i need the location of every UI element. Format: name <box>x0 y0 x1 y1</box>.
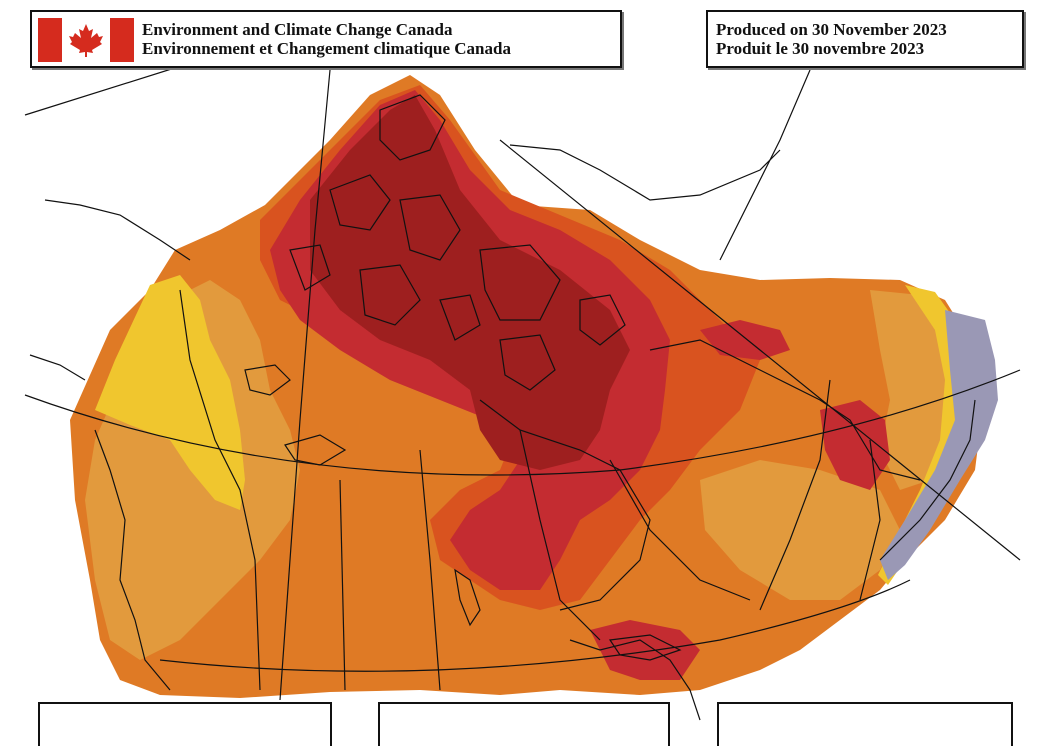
legend-panel-right <box>717 702 1013 746</box>
meridian-line-2 <box>719 69 811 261</box>
province-border-5 <box>609 459 751 601</box>
meridian-line-4 <box>24 59 201 116</box>
coastline-west <box>94 429 171 691</box>
agency-title-box: Environment and Climate Change Canada En… <box>30 10 622 68</box>
province-border-6 <box>759 379 831 611</box>
island-4 <box>479 244 561 321</box>
province-border-7 <box>859 439 881 601</box>
meridian-line-3 <box>499 139 1021 561</box>
island-7 <box>579 294 626 346</box>
field-red-ontario <box>590 620 700 680</box>
canada-flag-icon <box>38 18 134 62</box>
agency-name-french: Environnement et Changement climatique C… <box>142 39 511 58</box>
coastline-greatlakes <box>569 639 701 721</box>
island-2 <box>329 174 391 231</box>
island-1 <box>379 94 446 161</box>
lake-superior <box>608 634 682 661</box>
island-5 <box>359 264 421 326</box>
field-red-hudson-e <box>700 320 790 360</box>
province-border-1 <box>179 289 261 691</box>
island-6 <box>289 244 331 291</box>
legend-panel-center <box>378 702 670 746</box>
meridian-line-1 <box>279 69 331 701</box>
field-light-orange-coast <box>870 290 955 490</box>
boundary-lines <box>24 59 1021 721</box>
island-3 <box>399 194 461 261</box>
field-grey-purple <box>880 310 998 580</box>
produced-date-french: Produit le 30 novembre 2023 <box>716 39 925 58</box>
latitude-line-60 <box>24 369 1021 476</box>
coastline-labrador <box>879 399 976 561</box>
field-darkest-red <box>310 95 630 470</box>
flag-bar-right <box>110 18 134 62</box>
latitude-line-49 <box>159 579 911 672</box>
production-date-box: Produced on 30 November 2023 Produit le … <box>706 10 1024 68</box>
lake-winnipeg <box>454 568 481 627</box>
legend-panel-left <box>38 702 332 746</box>
field-light-orange-east <box>700 460 900 600</box>
lake-great-slave <box>284 434 347 466</box>
field-yellow-yukon <box>95 275 245 510</box>
province-border-4 <box>519 429 601 641</box>
maple-leaf-icon <box>69 24 103 57</box>
province-border-3 <box>419 449 441 691</box>
flag-bar-left <box>38 18 62 62</box>
island-8 <box>499 334 556 391</box>
agency-name-english: Environment and Climate Change Canada <box>142 20 453 39</box>
coastline-ungava <box>649 339 921 481</box>
coastline-hudson <box>479 399 651 611</box>
coastline-greenland <box>509 144 781 201</box>
lake-great-bear <box>244 364 291 396</box>
coastline-arctic-2 <box>29 354 86 381</box>
field-red-quebec <box>820 400 890 490</box>
field-yellow-labrador <box>878 285 968 585</box>
anomaly-fields <box>70 75 998 698</box>
coastline-arctic-1 <box>44 199 191 261</box>
island-9 <box>439 294 481 341</box>
produced-date-english: Produced on 30 November 2023 <box>716 20 947 39</box>
province-border-2 <box>339 479 346 691</box>
